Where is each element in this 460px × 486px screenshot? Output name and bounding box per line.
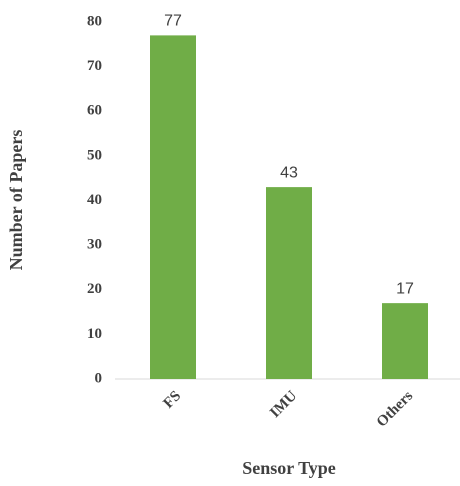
value-label: 77 — [164, 13, 182, 30]
y-tick-label: 80 — [87, 13, 102, 29]
y-tick-label: 0 — [95, 370, 103, 386]
y-tick-label: 10 — [87, 326, 102, 342]
y-tick-label: 60 — [87, 103, 102, 119]
y-axis-title: Number of Papers — [6, 130, 26, 271]
y-tick-label: 70 — [87, 58, 102, 74]
value-label: 43 — [280, 164, 298, 181]
y-tick-label: 40 — [87, 192, 102, 208]
y-tick-label: 20 — [87, 281, 102, 297]
bar — [150, 35, 196, 379]
x-tick-label: Others — [374, 388, 417, 431]
x-tick-label: IMU — [267, 388, 300, 421]
x-axis-title: Sensor Type — [242, 458, 336, 478]
y-tick-label: 30 — [87, 237, 102, 253]
x-tick-label: FS — [161, 388, 185, 412]
value-label: 17 — [396, 280, 414, 297]
y-tick-label: 50 — [87, 147, 102, 163]
bar — [382, 303, 428, 379]
bar — [266, 187, 312, 379]
